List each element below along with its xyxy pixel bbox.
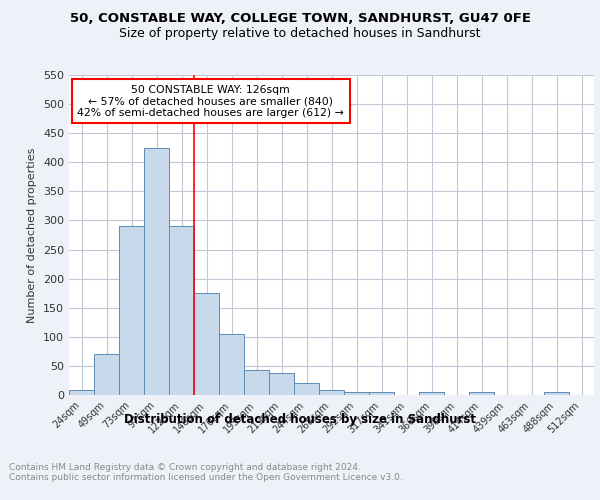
Text: Size of property relative to detached houses in Sandhurst: Size of property relative to detached ho… [119, 28, 481, 40]
Text: Distribution of detached houses by size in Sandhurst: Distribution of detached houses by size … [124, 412, 476, 426]
Text: 50, CONSTABLE WAY, COLLEGE TOWN, SANDHURST, GU47 0FE: 50, CONSTABLE WAY, COLLEGE TOWN, SANDHUR… [70, 12, 530, 26]
Bar [219, 334, 244, 395]
Bar [144, 148, 169, 395]
Bar [419, 392, 444, 395]
Bar [294, 384, 319, 395]
Bar [369, 392, 394, 395]
Text: 50 CONSTABLE WAY: 126sqm
← 57% of detached houses are smaller (840)
42% of semi-: 50 CONSTABLE WAY: 126sqm ← 57% of detach… [77, 84, 344, 118]
Text: Contains HM Land Registry data © Crown copyright and database right 2024.
Contai: Contains HM Land Registry data © Crown c… [9, 462, 403, 482]
Bar [69, 390, 94, 395]
Bar [194, 293, 219, 395]
Bar [94, 354, 119, 395]
Bar [469, 392, 494, 395]
Bar [169, 226, 194, 395]
Bar [544, 392, 569, 395]
Bar [244, 370, 269, 395]
Bar [344, 392, 369, 395]
Y-axis label: Number of detached properties: Number of detached properties [28, 148, 37, 322]
Bar [319, 390, 344, 395]
Bar [119, 226, 144, 395]
Bar [269, 373, 294, 395]
